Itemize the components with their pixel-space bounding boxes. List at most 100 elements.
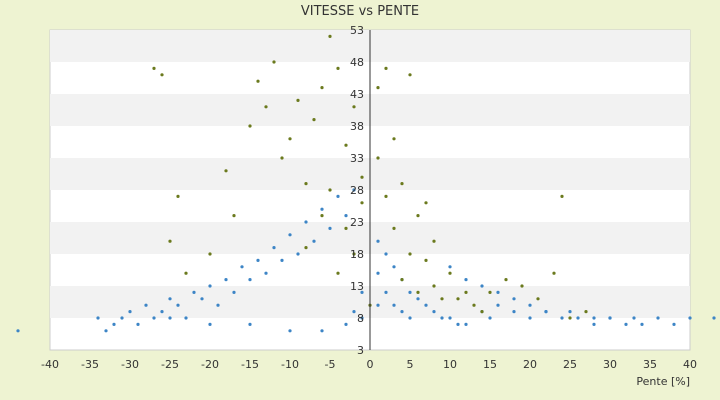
data-point-blue xyxy=(208,322,212,326)
data-point-blue xyxy=(104,329,108,333)
data-point-olive xyxy=(152,66,156,70)
data-point-olive xyxy=(304,246,308,250)
data-point-blue xyxy=(224,278,228,282)
data-point-blue xyxy=(432,310,436,314)
data-point-olive xyxy=(360,175,364,179)
y-tick-label: 23 xyxy=(350,216,364,229)
data-point-olive xyxy=(320,86,324,90)
data-point-olive xyxy=(296,98,300,102)
data-point-olive xyxy=(432,284,436,288)
data-point-blue xyxy=(640,322,644,326)
data-point-blue xyxy=(272,246,276,250)
data-point-blue xyxy=(288,329,292,333)
data-point-blue xyxy=(440,316,444,320)
data-point-blue xyxy=(344,214,348,218)
data-point-blue xyxy=(304,220,308,224)
data-point-blue xyxy=(288,233,292,237)
data-point-olive xyxy=(424,258,428,262)
data-point-blue xyxy=(240,265,244,269)
data-point-blue xyxy=(296,252,300,256)
data-point-olive xyxy=(376,156,380,160)
data-point-olive xyxy=(264,105,268,109)
data-point-olive xyxy=(408,252,412,256)
data-point-blue xyxy=(512,310,516,314)
data-point-olive xyxy=(360,201,364,205)
data-point-olive xyxy=(432,239,436,243)
data-point-olive xyxy=(176,194,180,198)
data-point-olive xyxy=(304,182,308,186)
data-point-blue xyxy=(568,310,572,314)
data-point-blue xyxy=(376,303,380,307)
data-point-blue xyxy=(528,316,532,320)
x-tick-label: 15 xyxy=(483,358,497,371)
data-point-blue xyxy=(464,322,468,326)
data-point-olive xyxy=(440,297,444,301)
data-point-blue xyxy=(336,194,340,198)
data-point-olive xyxy=(456,297,460,301)
data-point-blue xyxy=(248,322,252,326)
data-point-blue xyxy=(184,316,188,320)
y-tick-label: 33 xyxy=(350,152,364,165)
data-point-olive xyxy=(168,239,172,243)
data-point-blue xyxy=(16,329,20,333)
data-point-blue xyxy=(712,316,716,320)
data-point-blue xyxy=(384,290,388,294)
data-point-blue xyxy=(264,271,268,275)
data-point-olive xyxy=(552,271,556,275)
data-point-olive xyxy=(160,73,164,77)
data-point-olive xyxy=(272,60,276,64)
data-points xyxy=(16,34,716,333)
data-point-blue xyxy=(352,188,356,192)
data-point-blue xyxy=(96,316,100,320)
data-point-olive xyxy=(424,201,428,205)
data-point-olive xyxy=(352,105,356,109)
y-tick-label: 48 xyxy=(350,56,364,69)
data-point-olive xyxy=(320,214,324,218)
data-point-blue xyxy=(208,284,212,288)
data-point-blue xyxy=(560,316,564,320)
data-point-olive xyxy=(560,194,564,198)
data-point-olive xyxy=(504,278,508,282)
data-point-blue xyxy=(352,310,356,314)
data-point-blue xyxy=(632,316,636,320)
data-point-olive xyxy=(344,226,348,230)
data-point-olive xyxy=(328,34,332,39)
data-point-blue xyxy=(256,258,260,262)
data-point-blue xyxy=(400,310,404,314)
data-point-blue xyxy=(672,322,676,326)
data-point-blue xyxy=(392,265,396,269)
data-point-blue xyxy=(376,239,380,243)
data-point-blue xyxy=(384,252,388,256)
x-tick-label: -10 xyxy=(281,358,299,371)
data-point-blue xyxy=(392,303,396,307)
data-point-olive xyxy=(392,226,396,230)
data-point-blue xyxy=(448,265,452,269)
data-point-blue xyxy=(576,316,580,320)
y-tick-label: 18 xyxy=(350,248,364,261)
data-point-olive xyxy=(256,79,260,83)
x-tick-label: -40 xyxy=(41,358,59,371)
data-point-olive xyxy=(328,188,332,192)
data-point-olive xyxy=(464,290,468,294)
data-point-blue xyxy=(128,310,132,314)
data-point-blue xyxy=(320,207,324,211)
data-point-blue xyxy=(608,316,612,320)
data-point-blue xyxy=(192,290,196,294)
data-point-blue xyxy=(144,303,148,307)
data-point-blue xyxy=(248,278,252,282)
x-tick-label: -15 xyxy=(241,358,259,371)
data-point-blue xyxy=(344,322,348,326)
data-point-blue xyxy=(528,303,532,307)
y-tick-label: 43 xyxy=(350,88,364,101)
data-point-blue xyxy=(232,290,236,294)
data-point-blue xyxy=(176,303,180,307)
data-point-blue xyxy=(424,303,428,307)
data-point-blue xyxy=(168,297,172,301)
data-point-olive xyxy=(520,284,524,288)
data-point-blue xyxy=(312,239,316,243)
data-point-olive xyxy=(336,271,340,275)
chart-title: VITESSE vs PENTE xyxy=(301,4,419,19)
data-point-blue xyxy=(360,290,364,294)
